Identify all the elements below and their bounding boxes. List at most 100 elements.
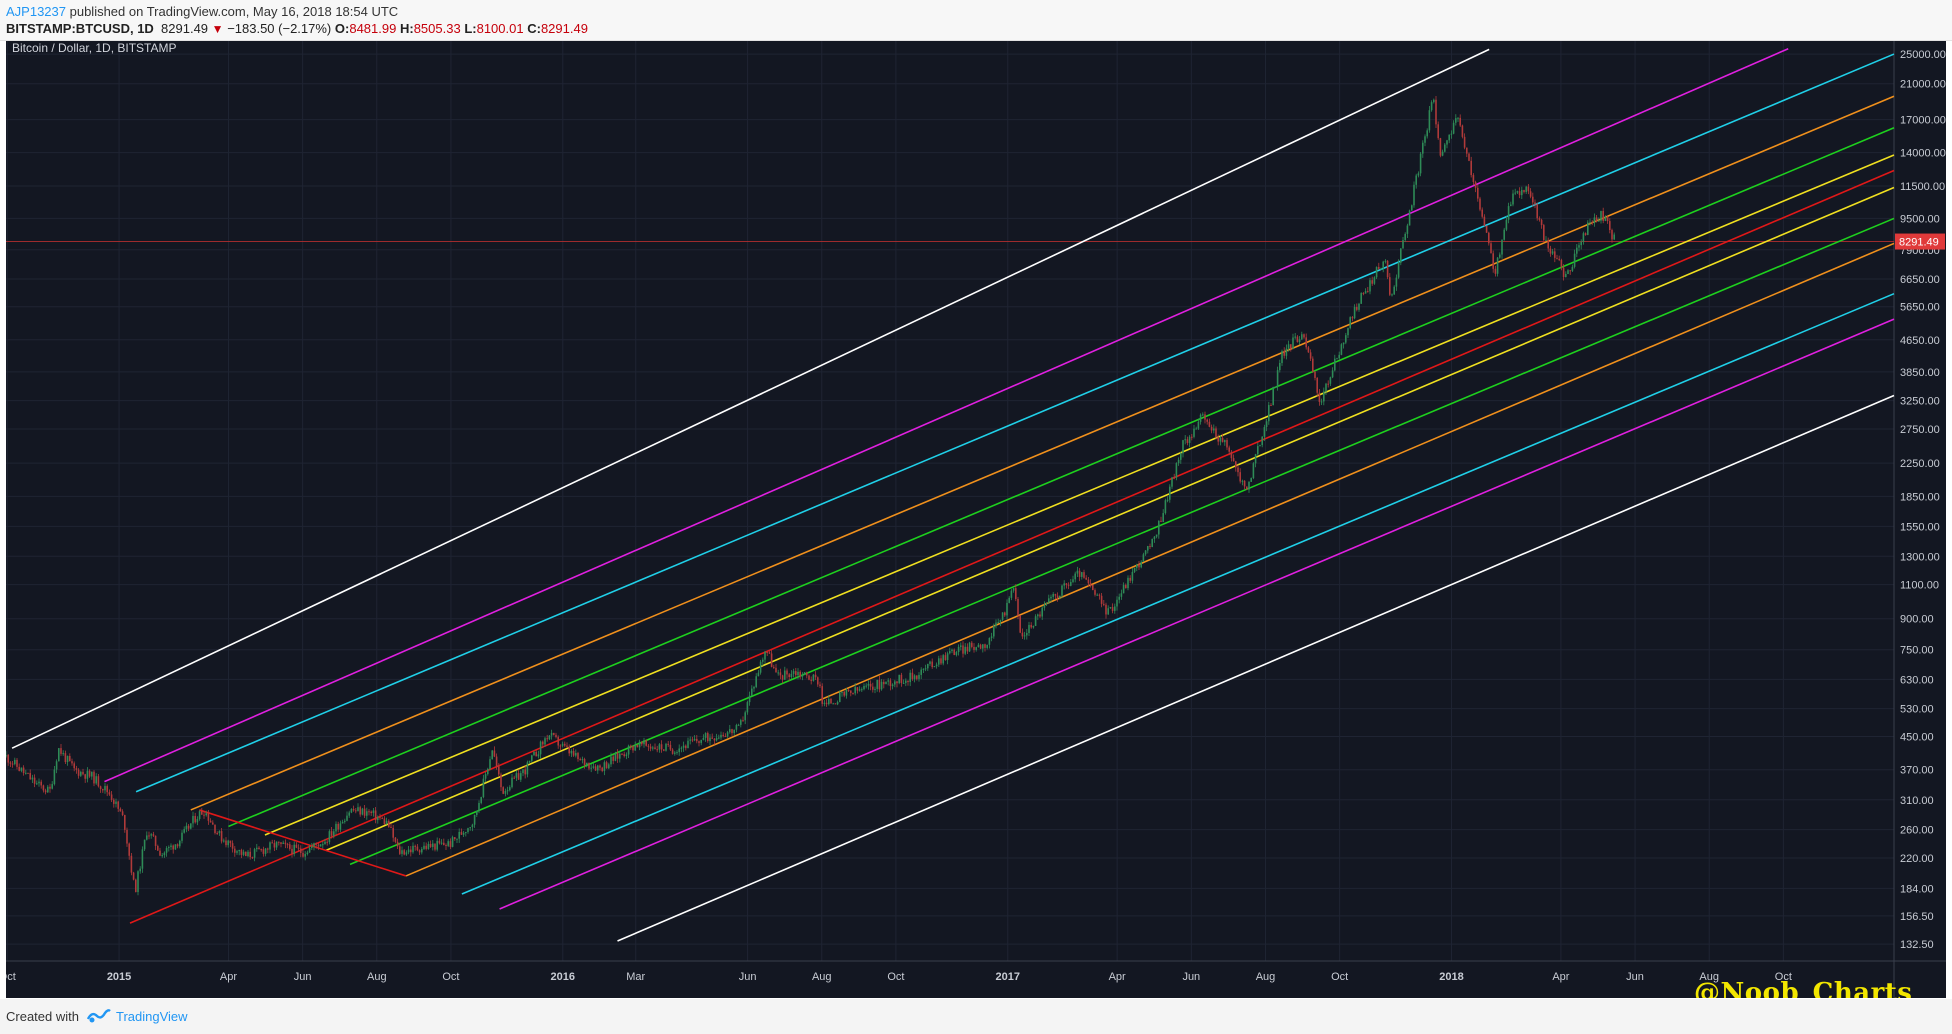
candle-body [1063, 583, 1065, 586]
chart-title: Bitcoin / Dollar, 1D, BITSTAMP [12, 41, 177, 55]
candle-body [16, 759, 18, 767]
candle-body [676, 752, 678, 754]
candle-body [652, 747, 654, 749]
y-tick-label: 530.00 [1900, 704, 1934, 716]
candle-body [143, 839, 146, 850]
candle-body [885, 681, 887, 685]
candle-body [781, 675, 784, 680]
candle-body [1342, 342, 1345, 345]
candle-body [121, 811, 124, 816]
candle-body [566, 745, 568, 747]
candle-body [1364, 291, 1367, 294]
candle-body [53, 769, 56, 785]
candle-body [176, 844, 179, 847]
candle-body [766, 651, 768, 653]
candle-body [621, 753, 623, 755]
candle-body [284, 842, 287, 845]
candle-body [1235, 461, 1237, 468]
candle-body [863, 686, 865, 690]
candle-body [1153, 536, 1156, 540]
candle-body [531, 755, 533, 761]
candle-body [69, 755, 71, 762]
candle-body [141, 849, 144, 869]
candle-body [588, 762, 590, 769]
candle-body [135, 879, 137, 893]
candle-body [1083, 572, 1085, 578]
candle-body [308, 848, 311, 853]
candle-body [1362, 293, 1365, 295]
candle-body [1219, 437, 1222, 442]
candle-body [1391, 294, 1393, 296]
candle-body [1136, 564, 1138, 568]
candle-body [1096, 594, 1098, 596]
candle-body [1551, 251, 1554, 254]
candle-body [1499, 254, 1501, 258]
candle-body [498, 766, 500, 775]
candle-body [603, 762, 606, 772]
candle-body [1474, 181, 1477, 188]
candle-body [313, 843, 315, 847]
candle-body [1160, 520, 1162, 522]
y-tick-label: 9500.00 [1900, 213, 1940, 225]
candle-body [1320, 401, 1323, 403]
channel-line-magenta [104, 47, 1789, 783]
candle-body [977, 644, 980, 648]
candle-body [1463, 136, 1466, 148]
candle-body [1591, 222, 1593, 224]
candle-body [1389, 277, 1391, 295]
candle-body [1378, 267, 1380, 269]
price-chart[interactable]: 25000.00 21000.00 17000.00 14000.00 11500.00… [6, 41, 1946, 998]
candle-body [757, 672, 760, 677]
candle-body [1125, 585, 1127, 589]
x-tick-label: Jun [1182, 971, 1200, 983]
candle-body [671, 749, 674, 754]
candle-body [1028, 624, 1030, 633]
candle-body [297, 847, 300, 849]
candle-body [1353, 307, 1356, 319]
candle-body [1336, 358, 1338, 360]
candle-body [394, 837, 397, 842]
candle-body [71, 761, 73, 764]
author-link[interactable]: AJP13237 [6, 4, 66, 19]
candle-body [1228, 447, 1230, 452]
candle-body [1109, 607, 1112, 609]
candle-body [1155, 534, 1158, 537]
candle-body [1582, 233, 1585, 242]
candle-body [75, 768, 78, 770]
chart-area[interactable]: 25000.00 21000.00 17000.00 14000.00 11500.00… [6, 41, 1946, 998]
candle-body [951, 649, 953, 652]
candle-body [1012, 588, 1015, 591]
candle-body [293, 844, 295, 854]
candle-body [181, 832, 183, 841]
candle-body [1292, 337, 1294, 349]
candle-body [548, 735, 551, 740]
candle-body [1472, 175, 1475, 182]
candle-body [907, 680, 909, 683]
candle-body [1182, 440, 1184, 454]
candle-body [1466, 147, 1468, 154]
candle-body [1384, 260, 1387, 262]
candle-body [368, 811, 370, 813]
candle-body [319, 844, 322, 847]
candle-body [938, 658, 940, 665]
candle-body [258, 847, 260, 850]
candle-body [1413, 184, 1415, 206]
candle-body [407, 849, 410, 853]
candle-body [962, 645, 964, 654]
candle-body [1554, 251, 1556, 258]
candle-body [377, 817, 379, 821]
candle-body [865, 685, 867, 687]
candle-body [575, 753, 577, 756]
candle-body [850, 690, 852, 693]
candle-body [1129, 577, 1131, 581]
y-tick-label: 14000.00 [1900, 148, 1946, 160]
candle-body [381, 818, 383, 820]
candle-body [471, 824, 474, 828]
candle-body [282, 842, 284, 845]
candle-body [944, 655, 947, 661]
tradingview-link[interactable]: TradingView [116, 1009, 188, 1024]
candle-body [1525, 186, 1527, 193]
candle-body [1133, 567, 1136, 572]
candle-body [1318, 392, 1321, 402]
candle-body [106, 786, 108, 793]
